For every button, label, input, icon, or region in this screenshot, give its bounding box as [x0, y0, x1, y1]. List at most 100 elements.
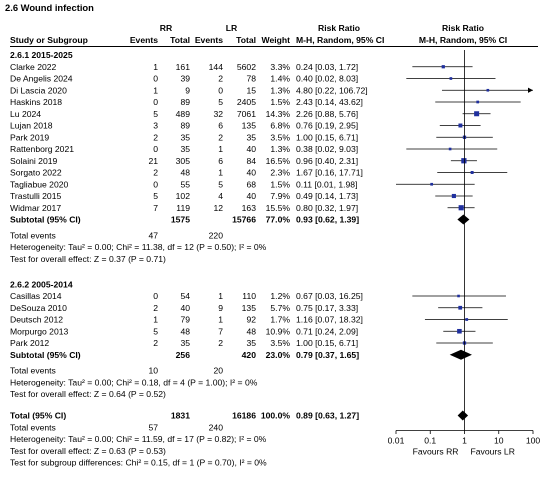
subgroup-1-study-13-lr-total: 163 [242, 203, 257, 213]
subgroup-1-study-1-rr-events: 1 [153, 62, 158, 72]
subgroup-1-total-events-label: Total events [10, 230, 56, 240]
subgroup-1-study-12-rr-total: 102 [176, 191, 191, 201]
subgroup-2-label: 2.6.2 2005-2014 [10, 279, 73, 289]
subgroup-1-study-1-ci-text: 0.24 [0.03, 1.72] [296, 62, 358, 72]
subgroup-1-study-4-name: Haskins 2018 [10, 97, 62, 107]
subgroup-1-study-9-lr-events: 6 [218, 156, 223, 166]
subgroup-2-study-2-ci-text: 0.75 [0.17, 3.33] [296, 303, 358, 313]
subgroup-2-total-events-label: Total events [10, 366, 56, 376]
subgroup-1-total-events-lr: 220 [209, 230, 224, 240]
subgroup-1-subtotal-weight: 77.0% [266, 215, 291, 225]
subgroup-1-study-11-ci-text: 0.11 [0.01, 1.98] [296, 179, 357, 189]
subgroup-1-study-4-lr-events: 5 [218, 97, 223, 107]
subgroup-1-study-12-ci-text: 0.49 [0.14, 1.73] [296, 191, 358, 201]
subgroup-1-study-6-rr-total: 89 [180, 121, 190, 131]
subgroup-2-study-1-ci-text: 0.67 [0.03, 16.25] [296, 291, 363, 301]
subgroup-1-label: 2.6.1 2015-2025 [10, 50, 73, 60]
subgroup-1-study-7-weight: 3.5% [270, 132, 290, 142]
subgroup-2-total-events-lr: 20 [213, 366, 223, 376]
subgroup-2-study-4-weight: 10.9% [266, 326, 291, 336]
subgroup-1-study-4-rr-total: 89 [180, 97, 190, 107]
subgroup-1-study-10-name: Sorgato 2022 [10, 168, 62, 178]
overall-lr-total: 16186 [232, 411, 256, 421]
subgroup-1-study-3-rr-events: 1 [153, 85, 158, 95]
subgroup-1-study-10-rr-events: 2 [153, 168, 158, 178]
subgroup-1-study-6-rr-events: 3 [153, 121, 158, 131]
subgroup-2-overall-effect: Test for overall effect: Z = 0.64 (P = 0… [10, 389, 166, 399]
subgroup-1-study-3-point [486, 88, 490, 92]
overall-weight: 100.0% [261, 411, 291, 421]
subgroup-2-subtotal-label: Subtotal (95% CI) [10, 350, 81, 360]
subgroup-1-study-1-lr-total: 5602 [237, 62, 256, 72]
subgroup-1-study-10-lr-total: 40 [246, 168, 256, 178]
subgroup-1-study-6-lr-events: 6 [218, 121, 223, 131]
header-plot-risk-ratio: Risk Ratio [442, 23, 484, 33]
x-tick-label-4: 10 [494, 436, 504, 446]
header-rr-events: Events [130, 35, 158, 45]
subgroup-1-study-11-rr-total: 55 [180, 179, 190, 189]
header-group-rr: RR [160, 23, 173, 33]
x-tick-label-1: 0.01 [388, 436, 405, 446]
subgroup-1-study-13-point [458, 205, 464, 211]
subgroup-2-study-1-rr-total: 54 [180, 291, 190, 301]
subgroup-1-study-7-lr-total: 35 [246, 132, 256, 142]
subgroup-1-study-7-name: Park 2019 [10, 132, 49, 142]
subgroup-1-study-4-lr-total: 2405 [237, 97, 256, 107]
subgroup-1-study-12-point [451, 193, 456, 199]
subgroup-1-subtotal-lr-total: 15766 [232, 215, 256, 225]
subgroup-2-study-5-lr-events: 2 [218, 338, 223, 348]
subgroup-1-study-10-weight: 2.3% [270, 168, 290, 178]
subgroup-2-subtotal-lr-total: 420 [242, 350, 257, 360]
subgroup-2-study-4-name: Morpurgo 2013 [10, 326, 69, 336]
subgroup-1-study-13-rr-events: 7 [153, 203, 158, 213]
subgroup-1-study-8-name: Rattenborg 2021 [10, 144, 74, 154]
subgroup-1-study-4-ci-text: 2.43 [0.14, 43.62] [296, 97, 363, 107]
subgroup-1-study-5-point [474, 111, 480, 117]
overall-rr-total: 1831 [171, 411, 190, 421]
subgroup-1-study-7-rr-events: 2 [153, 132, 158, 142]
subgroup-2-study-3-ci-text: 1.16 [0.07, 18.32] [296, 315, 363, 325]
subgroup-2-study-2-weight: 5.7% [270, 303, 290, 313]
subgroup-1-study-5-name: Lu 2024 [10, 109, 41, 119]
subgroup-1-subtotal-ci-text: 0.93 [0.62, 1.39] [296, 215, 359, 225]
subgroup-1-study-3-name: Di Lascia 2020 [10, 85, 67, 95]
subgroup-1-study-13-lr-events: 12 [213, 203, 223, 213]
subgroup-differences: Test for subgroup differences: Chi² = 0.… [10, 458, 267, 468]
subgroup-1-study-3-ci-text: 4.80 [0.22, 106.72] [296, 85, 368, 95]
header-weight: Weight [262, 35, 291, 45]
subgroup-2-study-2-lr-events: 9 [218, 303, 223, 313]
header-lr-total: Total [236, 35, 256, 45]
subgroup-2-subtotal-rr-total: 256 [176, 350, 191, 360]
header-study: Study or Subgroup [10, 35, 88, 45]
header-plot-method: M-H, Random, 95% CI [419, 35, 507, 45]
subgroup-1-study-1-point [441, 65, 445, 69]
subgroup-1-study-7-ci-text: 1.00 [0.15, 6.71] [296, 132, 358, 142]
subgroup-2-study-5-weight: 3.5% [270, 338, 290, 348]
subgroup-2-study-4-lr-events: 7 [218, 326, 223, 336]
header-group-lr: LR [226, 23, 238, 33]
subgroup-2-study-3-lr-events: 1 [218, 315, 223, 325]
subgroup-2-study-3-rr-events: 1 [153, 315, 158, 325]
subgroup-2-study-3-weight: 1.7% [270, 315, 290, 325]
subgroup-2-study-1-lr-total: 110 [242, 291, 256, 301]
subgroup-1-study-10-ci-text: 1.67 [0.16, 17.71] [296, 168, 363, 178]
subgroup-2-total-events-rr: 10 [148, 366, 158, 376]
subgroup-1-study-5-ci-text: 2.26 [0.88, 5.76] [296, 109, 358, 119]
subgroup-2-study-4-rr-total: 48 [180, 326, 190, 336]
subgroup-2-study-4-lr-total: 48 [246, 326, 256, 336]
subgroup-2-heterogeneity: Heterogeneity: Tau² = 0.00; Chi² = 0.18,… [10, 377, 258, 387]
subgroup-1-study-9-rr-total: 305 [176, 156, 191, 166]
subgroup-2-study-5-lr-total: 35 [246, 338, 256, 348]
subgroup-1-heterogeneity: Heterogeneity: Tau² = 0.00; Chi² = 11.38… [10, 242, 267, 252]
subgroup-1-study-9-lr-total: 84 [246, 156, 256, 166]
subgroup-2-study-5-ci-text: 1.00 [0.15, 6.71] [296, 338, 358, 348]
overall-heterogeneity: Heterogeneity: Tau² = 0.00; Chi² = 11.59… [10, 434, 267, 444]
subgroup-1-study-8-lr-total: 40 [246, 144, 256, 154]
subgroup-2-study-4-rr-events: 5 [153, 326, 158, 336]
header-rr-method: M-H, Random, 95% CI [296, 35, 384, 45]
subgroup-2-study-3-lr-total: 92 [246, 315, 256, 325]
header-rr-total: Total [170, 35, 190, 45]
subgroup-2-study-4-point [457, 328, 462, 334]
overall-total-events-label: Total events [10, 422, 56, 432]
subgroup-1-study-11-lr-total: 68 [246, 179, 256, 189]
